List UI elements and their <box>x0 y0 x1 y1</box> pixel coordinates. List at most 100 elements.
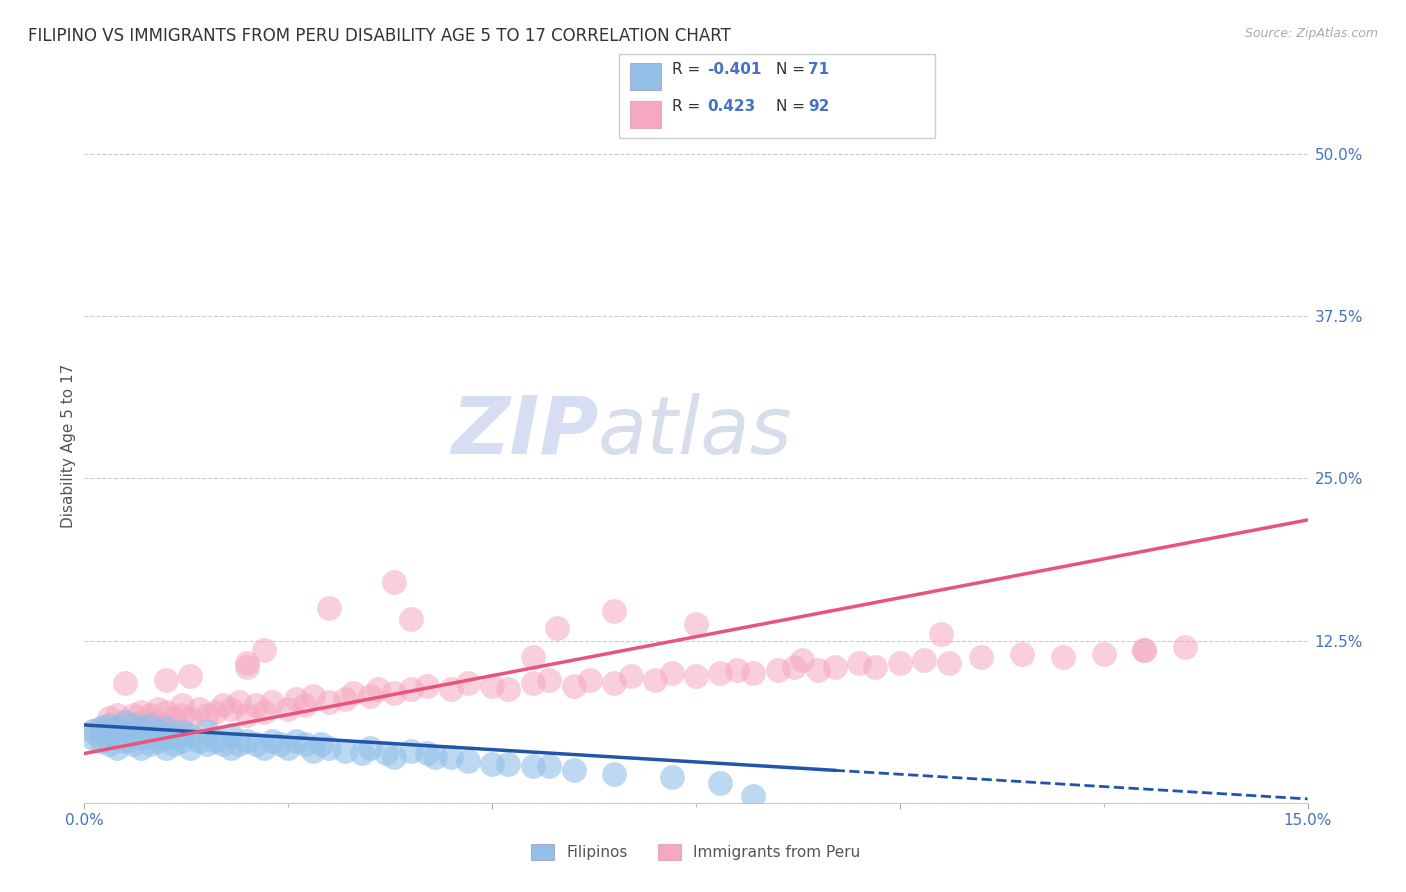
Point <box>114 724 136 739</box>
Point <box>318 741 340 756</box>
Point <box>929 627 952 641</box>
Point <box>359 690 381 704</box>
Point <box>253 642 276 657</box>
Point <box>562 764 585 778</box>
Point <box>122 718 145 732</box>
Point <box>1133 642 1156 657</box>
Point <box>195 707 218 722</box>
Point <box>172 698 194 713</box>
Point <box>382 685 405 699</box>
Text: R =: R = <box>672 99 706 114</box>
Point <box>277 741 299 756</box>
Point <box>938 656 960 670</box>
Point <box>1092 647 1115 661</box>
Point <box>742 789 765 804</box>
Point <box>367 681 389 696</box>
Point <box>97 738 120 752</box>
Point <box>236 659 259 673</box>
Point <box>253 705 276 719</box>
Point <box>742 666 765 681</box>
Text: atlas: atlas <box>598 392 793 471</box>
Point <box>90 721 112 735</box>
Point <box>620 668 643 682</box>
Point <box>82 724 104 739</box>
Point <box>538 673 561 687</box>
Point <box>416 679 439 693</box>
Point <box>457 676 479 690</box>
Point <box>146 724 169 739</box>
Point <box>212 738 235 752</box>
Point <box>766 664 789 678</box>
Point <box>309 738 332 752</box>
Point <box>245 738 267 752</box>
Point <box>163 728 186 742</box>
Point <box>294 738 316 752</box>
Point <box>912 653 935 667</box>
Point <box>114 676 136 690</box>
Point <box>440 681 463 696</box>
Point <box>114 721 136 735</box>
Text: N =: N = <box>776 62 810 77</box>
Point <box>382 575 405 590</box>
Point <box>131 731 153 745</box>
Point <box>709 666 731 681</box>
Point <box>228 695 250 709</box>
Point <box>179 728 201 742</box>
Point <box>138 718 160 732</box>
Point <box>685 668 707 682</box>
Point <box>236 656 259 670</box>
Point <box>131 715 153 730</box>
Point <box>114 733 136 747</box>
Point <box>725 664 748 678</box>
Point <box>277 702 299 716</box>
Point <box>82 724 104 739</box>
Point <box>603 604 626 618</box>
Point <box>269 738 291 752</box>
Point <box>285 692 308 706</box>
Point <box>260 695 283 709</box>
Point <box>498 756 520 771</box>
Point <box>318 695 340 709</box>
Point <box>122 718 145 732</box>
Point <box>1052 650 1074 665</box>
Point <box>382 750 405 764</box>
Point <box>350 747 373 761</box>
Point <box>105 724 128 739</box>
Point <box>423 750 446 764</box>
Point <box>90 721 112 735</box>
Point <box>187 702 209 716</box>
Point <box>82 731 104 745</box>
Point <box>522 759 544 773</box>
Point <box>522 650 544 665</box>
Point <box>163 711 186 725</box>
Point <box>122 707 145 722</box>
Point <box>155 705 177 719</box>
Point <box>457 754 479 768</box>
Point <box>90 731 112 745</box>
Point <box>131 705 153 719</box>
Point <box>105 731 128 745</box>
Point <box>163 738 186 752</box>
Text: FILIPINO VS IMMIGRANTS FROM PERU DISABILITY AGE 5 TO 17 CORRELATION CHART: FILIPINO VS IMMIGRANTS FROM PERU DISABIL… <box>28 27 731 45</box>
Point <box>90 733 112 747</box>
Point <box>236 707 259 722</box>
Point <box>603 676 626 690</box>
Legend: Filipinos, Immigrants from Peru: Filipinos, Immigrants from Peru <box>524 838 868 866</box>
Point <box>179 711 201 725</box>
Point <box>285 733 308 747</box>
Point <box>155 721 177 735</box>
Text: -0.401: -0.401 <box>707 62 762 77</box>
Point <box>212 698 235 713</box>
Point <box>318 601 340 615</box>
Point <box>219 702 242 716</box>
Text: N =: N = <box>776 99 810 114</box>
Point <box>114 715 136 730</box>
Point <box>131 741 153 756</box>
Point <box>335 692 357 706</box>
Point <box>562 679 585 693</box>
Point <box>105 741 128 756</box>
Text: R =: R = <box>672 62 706 77</box>
Point <box>342 685 364 699</box>
Point <box>97 724 120 739</box>
Text: ZIP: ZIP <box>451 392 598 471</box>
